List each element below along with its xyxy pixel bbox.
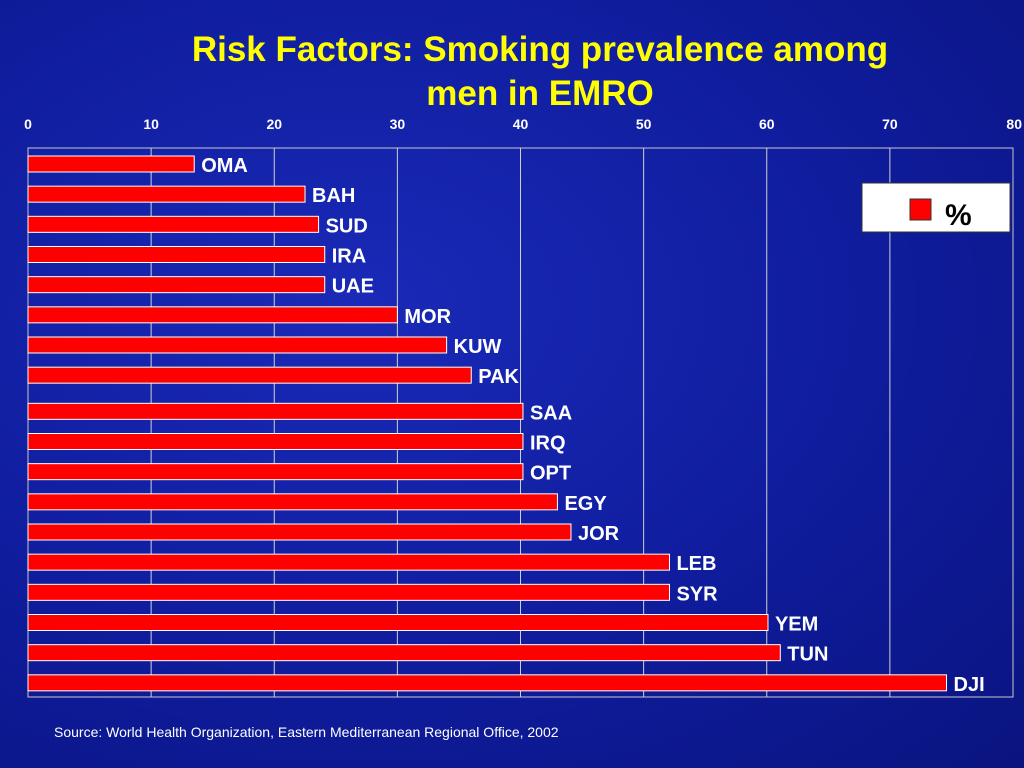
bar-label-sud: SUD	[326, 215, 368, 237]
x-axis-ticks: 0 10 20 30 40 50 60 70 80	[24, 116, 1022, 132]
bar-label-kuw: KUW	[454, 336, 502, 358]
x-tick-label: 60	[759, 116, 775, 132]
bar-label-irq: IRQ	[530, 433, 566, 455]
bar-tun	[27, 644, 781, 662]
x-tick-label: 10	[143, 116, 159, 132]
bar-kuw	[27, 336, 448, 354]
bar-label-dji: DJI	[954, 674, 985, 696]
source-note: Source: World Health Organization, Easte…	[54, 724, 559, 740]
legend: %	[861, 182, 1011, 233]
x-tick-label: 20	[266, 116, 282, 132]
plot-area	[27, 147, 1014, 698]
x-tick-label: 30	[390, 116, 406, 132]
bar-irq	[27, 433, 524, 450]
bar-label-oma: OMA	[201, 155, 248, 177]
legend-label: %	[945, 199, 972, 232]
bar-uae	[27, 276, 326, 294]
bar-label-uae: UAE	[332, 276, 374, 298]
x-tick-label: 80	[1006, 116, 1022, 132]
bar-label-ira: IRA	[332, 246, 366, 268]
legend-swatch	[909, 198, 932, 221]
bar-label-yem: YEM	[775, 614, 818, 636]
x-tick-label: 0	[24, 116, 32, 132]
bar-label-leb: LEB	[676, 553, 716, 575]
slide-title: Risk Factors: Smoking prevalence among m…	[90, 28, 990, 116]
bar-label-syr: SYR	[676, 583, 718, 605]
bar-leb	[27, 553, 670, 571]
bar-oma	[27, 155, 195, 173]
bars	[27, 155, 948, 692]
bar-jor	[27, 523, 572, 541]
bar-label-saa: SAA	[530, 402, 572, 424]
bar-egy	[27, 493, 558, 511]
title-line-2: men in EMRO	[426, 74, 654, 113]
x-tick-label: 50	[636, 116, 652, 132]
x-tick-label: 70	[882, 116, 898, 132]
bar-mor	[27, 306, 398, 324]
bar-label-opt: OPT	[530, 463, 571, 485]
bar-yem	[27, 614, 769, 631]
bar-label-jor: JOR	[578, 523, 620, 545]
bar-label-tun: TUN	[787, 644, 828, 666]
bar-label-egy: EGY	[564, 493, 607, 515]
bar-saa	[27, 402, 524, 420]
title-line-1: Risk Factors: Smoking prevalence among	[191, 30, 889, 69]
bar-pak	[27, 366, 472, 384]
bar-dji	[27, 674, 948, 692]
bar-label-mor: MOR	[404, 306, 451, 328]
bar-opt	[27, 463, 524, 481]
bar-bah	[27, 185, 306, 203]
bar-syr	[27, 583, 670, 601]
legend-box	[861, 182, 1011, 233]
bar-label-bah: BAH	[312, 185, 355, 207]
bar-label-pak: PAK	[478, 366, 519, 388]
bar-sud	[27, 215, 320, 233]
bar-ira	[27, 246, 326, 263]
x-tick-label: 40	[513, 116, 529, 132]
